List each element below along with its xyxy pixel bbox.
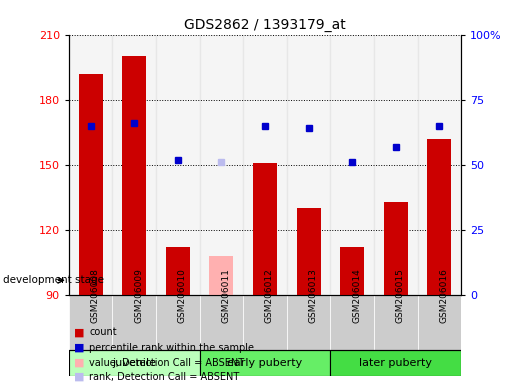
FancyBboxPatch shape: [69, 350, 200, 376]
Bar: [340, 247, 364, 295]
Text: GSM206014: GSM206014: [352, 268, 361, 323]
Text: GSM206009: GSM206009: [134, 268, 143, 323]
Text: later puberty: later puberty: [359, 358, 432, 368]
Text: development stage: development stage: [3, 275, 104, 285]
Bar: [112, 35, 156, 295]
Text: GSM206010: GSM206010: [178, 268, 187, 323]
Bar: [166, 247, 190, 295]
Bar: [297, 208, 321, 295]
FancyBboxPatch shape: [69, 295, 112, 350]
Bar: [200, 35, 243, 295]
Text: juvenile: juvenile: [112, 358, 156, 368]
FancyBboxPatch shape: [418, 295, 461, 350]
Bar: [156, 35, 200, 295]
Text: GSM206011: GSM206011: [222, 268, 231, 323]
Bar: [122, 56, 146, 295]
FancyBboxPatch shape: [243, 295, 287, 350]
FancyBboxPatch shape: [200, 295, 243, 350]
FancyBboxPatch shape: [374, 295, 418, 350]
Text: percentile rank within the sample: percentile rank within the sample: [89, 343, 254, 353]
Bar: [243, 35, 287, 295]
Bar: [287, 35, 330, 295]
Bar: [374, 35, 418, 295]
Text: GSM206012: GSM206012: [265, 268, 274, 323]
Text: count: count: [89, 327, 117, 337]
FancyBboxPatch shape: [287, 295, 330, 350]
Bar: [253, 162, 277, 295]
Text: early puberty: early puberty: [227, 358, 303, 368]
FancyBboxPatch shape: [112, 295, 156, 350]
FancyBboxPatch shape: [330, 350, 461, 376]
Text: ■: ■: [74, 372, 85, 382]
Text: ■: ■: [74, 358, 85, 368]
FancyBboxPatch shape: [200, 350, 330, 376]
FancyBboxPatch shape: [156, 295, 200, 350]
Text: GSM206016: GSM206016: [439, 268, 448, 323]
Text: GSM206015: GSM206015: [396, 268, 405, 323]
Text: rank, Detection Call = ABSENT: rank, Detection Call = ABSENT: [89, 372, 239, 382]
Bar: [384, 202, 408, 295]
Bar: [330, 35, 374, 295]
Bar: [209, 256, 233, 295]
Bar: [418, 35, 461, 295]
Text: ■: ■: [74, 343, 85, 353]
Text: ■: ■: [74, 327, 85, 337]
Title: GDS2862 / 1393179_at: GDS2862 / 1393179_at: [184, 18, 346, 32]
Text: GSM206008: GSM206008: [91, 268, 100, 323]
Text: value, Detection Call = ABSENT: value, Detection Call = ABSENT: [89, 358, 244, 368]
Bar: [427, 139, 452, 295]
Text: GSM206013: GSM206013: [308, 268, 317, 323]
FancyBboxPatch shape: [330, 295, 374, 350]
Bar: [69, 35, 112, 295]
Bar: [79, 74, 103, 295]
